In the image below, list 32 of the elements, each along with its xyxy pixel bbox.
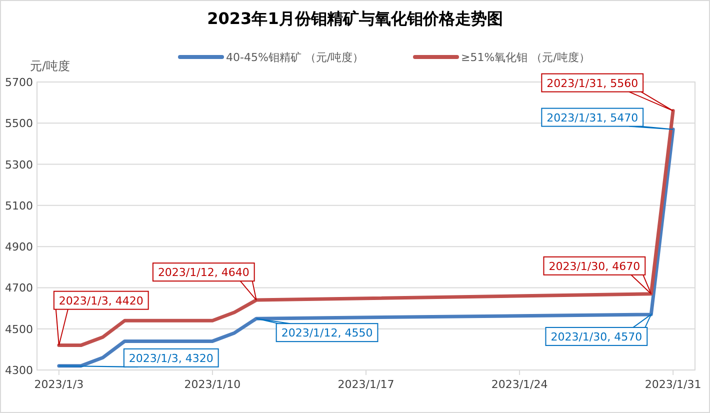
chart-title: 2023年1月份钼精矿与氧化钼价格走势图 xyxy=(207,9,503,28)
annotation: 2023/1/3, 4420 xyxy=(58,294,144,308)
y-tick-label: 5300 xyxy=(5,158,33,172)
annotation: 2023/1/3, 4320 xyxy=(128,352,214,365)
y-axis-title: 元/吨度 xyxy=(30,59,70,73)
annotation: 2023/1/30, 4670 xyxy=(548,260,640,273)
x-tick-label: 2023/1/3 xyxy=(34,378,84,391)
annotation: 2023/1/3, 4320 xyxy=(58,348,219,368)
y-tick-label: 4900 xyxy=(5,240,33,254)
annotation: 2023/1/31, 5470 xyxy=(541,108,674,130)
x-tick-label: 2023/1/24 xyxy=(491,378,548,391)
legend-label: 40-45%钼精矿 （元/吨度） xyxy=(226,51,364,64)
annotation: 2023/1/12, 4550 xyxy=(256,318,378,342)
annotation: 2023/1/12, 4640 xyxy=(152,262,257,301)
y-tick-label: 5100 xyxy=(5,199,33,212)
x-tick-label: 2023/1/10 xyxy=(184,378,241,391)
y-tick-label: 4300 xyxy=(5,364,33,377)
y-tick-label: 4700 xyxy=(5,282,33,295)
annotation: 2023/1/12, 4640 xyxy=(158,266,250,280)
annotation: 2023/1/31, 5560 xyxy=(546,76,638,90)
y-tick-label: 5500 xyxy=(5,117,33,130)
legend-label: ≥51%氧化钼 （元/吨度） xyxy=(461,51,590,64)
annotation: 2023/1/30, 4570 xyxy=(550,330,642,344)
y-tick-label: 5700 xyxy=(5,76,33,89)
annotation: 2023/1/12, 4550 xyxy=(281,326,373,340)
annotation: 2023/1/31, 5470 xyxy=(546,111,638,124)
annotation: 2023/1/30, 4670 xyxy=(543,256,652,294)
annotation: 2023/1/3, 4420 xyxy=(53,290,149,346)
x-tick-label: 2023/1/31 xyxy=(644,378,702,391)
y-tick-label: 4500 xyxy=(5,322,33,336)
x-tick-label: 2023/1/17 xyxy=(338,378,394,391)
annotation: 2023/1/30, 4570 xyxy=(545,312,652,346)
